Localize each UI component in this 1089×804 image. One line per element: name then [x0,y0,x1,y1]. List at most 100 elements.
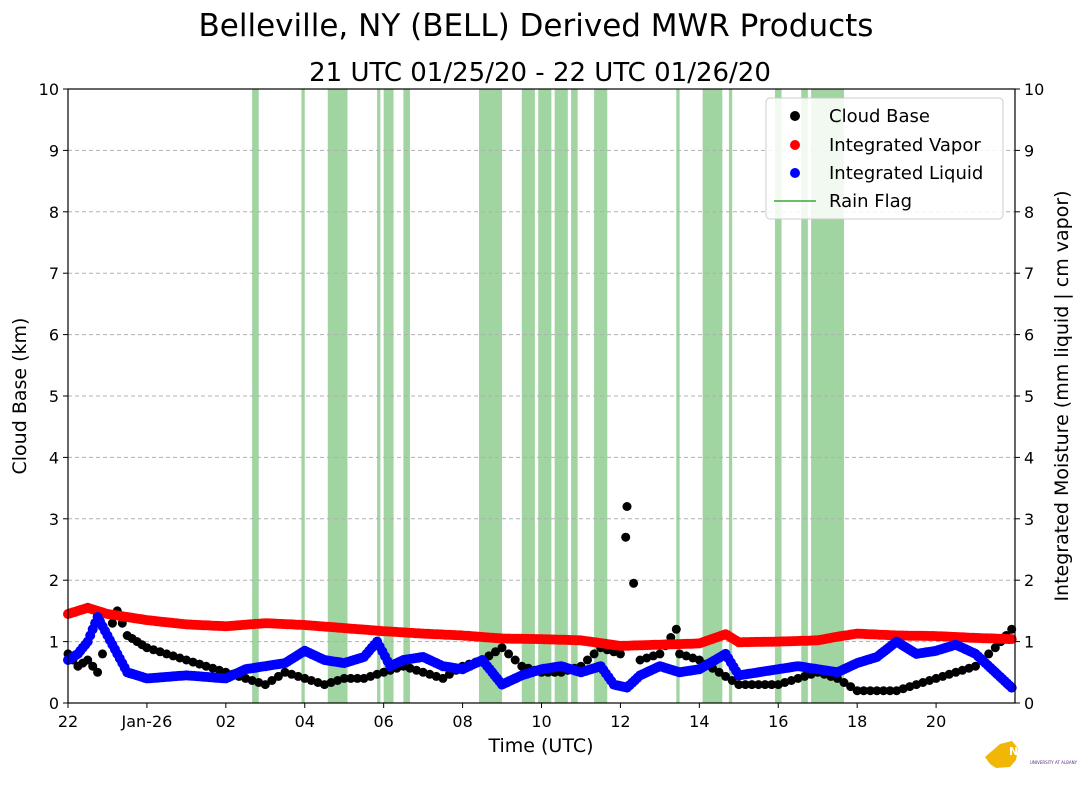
legend-marker-liquid [790,168,800,178]
y-tick-label-right: 8 [1024,203,1034,222]
chart-subtitle: 21 UTC 01/25/20 - 22 UTC 01/26/20 [309,58,771,88]
cloud-base-point [491,647,500,657]
cloud-base-point [846,682,856,692]
cloud-base-point [760,680,770,690]
rain-flag-band [383,89,394,703]
cloud-base-point [734,680,744,690]
y-tick-label-right: 2 [1024,571,1034,590]
y-tick-label-left: 2 [49,571,59,590]
x-tick-label: 20 [926,712,946,731]
x-tick-label: Jan-26 [121,712,173,731]
cloud-base-point [352,673,362,683]
cloud-base-point [622,502,632,511]
y-tick-label-right: 5 [1024,387,1034,406]
cloud-base-point [747,680,757,690]
cloud-base-point [629,578,639,588]
x-tick-label: 08 [452,712,472,731]
vapor-point [1006,634,1017,645]
legend-marker-cloud-base [790,111,800,121]
y-tick-label-right: 6 [1024,326,1034,345]
logo-text: NYS Mesonet [1009,745,1089,758]
cloud-base-point [83,655,93,665]
y-tick-label-right: 10 [1024,80,1044,99]
y-axis-right-ticks: 0 1 2 3 4 5 6 7 8 9 10 [1015,80,1044,713]
cloud-base-point [754,680,763,690]
cloud-base-point [93,667,103,677]
cloud-base-point [671,624,681,634]
cloud-base-point [1007,624,1017,634]
cloud-base-point [510,655,520,665]
ny-state-shape-icon [985,741,1018,768]
cloud-base-point [984,649,994,659]
cloud-base-point [727,676,737,685]
logo-subtext: UNIVERSITY AT ALBANY [1030,760,1078,765]
cloud-base-point [971,661,980,671]
cloud-base-point [497,643,507,653]
x-tick-label: 06 [373,712,393,731]
y-axis-left-label: Cloud Base (km) [9,318,31,475]
cloud-base-point [767,680,777,690]
cloud-base-point [589,649,599,659]
cloud-base-point [615,649,625,659]
x-tick-label: 02 [216,712,236,731]
cloud-base-point [740,680,750,690]
cloud-base-point [88,661,98,671]
y-tick-label-left: 6 [49,326,59,345]
rain-flag-band [521,89,535,703]
cloud-base-point [621,532,631,542]
cloud-base-point [879,686,888,696]
cloud-base-point [504,649,514,659]
cloud-base-point [852,686,862,696]
rain-flag-band [301,89,305,703]
legend-label-vapor: Integrated Vapor [829,135,981,156]
cloud-base-point [260,680,270,690]
x-tick-label: 04 [295,712,315,731]
legend: Cloud Base Integrated Vapor Integrated L… [765,97,1004,220]
y-tick-label-right: 9 [1024,141,1034,160]
cloud-base-point [721,671,731,681]
rain-flag-band [252,89,259,703]
y-tick-label-right: 0 [1024,694,1034,713]
x-axis-label: Time (UTC) [487,735,593,757]
y-axis-left-ticks: 0 1 2 3 4 5 6 7 8 9 10 [39,80,68,713]
x-tick-label: 16 [768,712,788,731]
x-tick-label: 14 [689,712,709,731]
y-tick-label-right: 7 [1024,264,1034,283]
cloud-base-point [346,673,356,683]
x-tick-label: 18 [847,712,867,731]
y-tick-label-right: 1 [1024,633,1034,652]
y-axis-right-label: Integrated Moisture (mm liquid | cm vapo… [1051,190,1073,601]
cloud-base-point [267,676,277,685]
y-tick-label-left: 4 [49,448,59,467]
integrated-vapor-series [63,602,1017,651]
liquid-point [1006,682,1017,693]
y-tick-label-left: 8 [49,203,59,222]
cloud-base-point [859,686,869,696]
cloud-base-point [990,643,1000,653]
x-tick-label: 10 [531,712,551,731]
x-tick-label: 22 [58,712,78,731]
legend-label-cloud-base: Cloud Base [829,106,930,127]
y-tick-label-left: 9 [49,141,59,160]
cloud-base-point [98,649,107,659]
nys-mesonet-logo: NYS Mesonet UNIVERSITY AT ALBANY [985,741,1089,768]
integrated-liquid-series [63,612,1017,693]
y-tick-label-left: 3 [49,510,59,529]
y-tick-label-left: 1 [49,633,59,652]
cloud-base-point [339,673,349,683]
legend-label-liquid: Integrated Liquid [829,163,983,184]
x-axis-ticks: 22 Jan-26 02 04 06 08 10 12 14 16 18 20 [58,703,946,731]
cloud-base-point [107,618,117,628]
cloud-base-point [438,673,448,683]
legend-marker-vapor [790,140,800,150]
y-tick-label-right: 3 [1024,510,1034,529]
cloud-base-point [273,671,283,681]
grid-lines [68,149,1015,643]
chart-title: Belleville, NY (BELL) Derived MWR Produc… [199,8,874,44]
cloud-base-point [865,686,875,696]
y-tick-label-left: 7 [49,264,59,283]
y-tick-label-left: 0 [49,694,59,713]
y-tick-label-left: 5 [49,387,59,406]
legend-box [765,97,1004,220]
